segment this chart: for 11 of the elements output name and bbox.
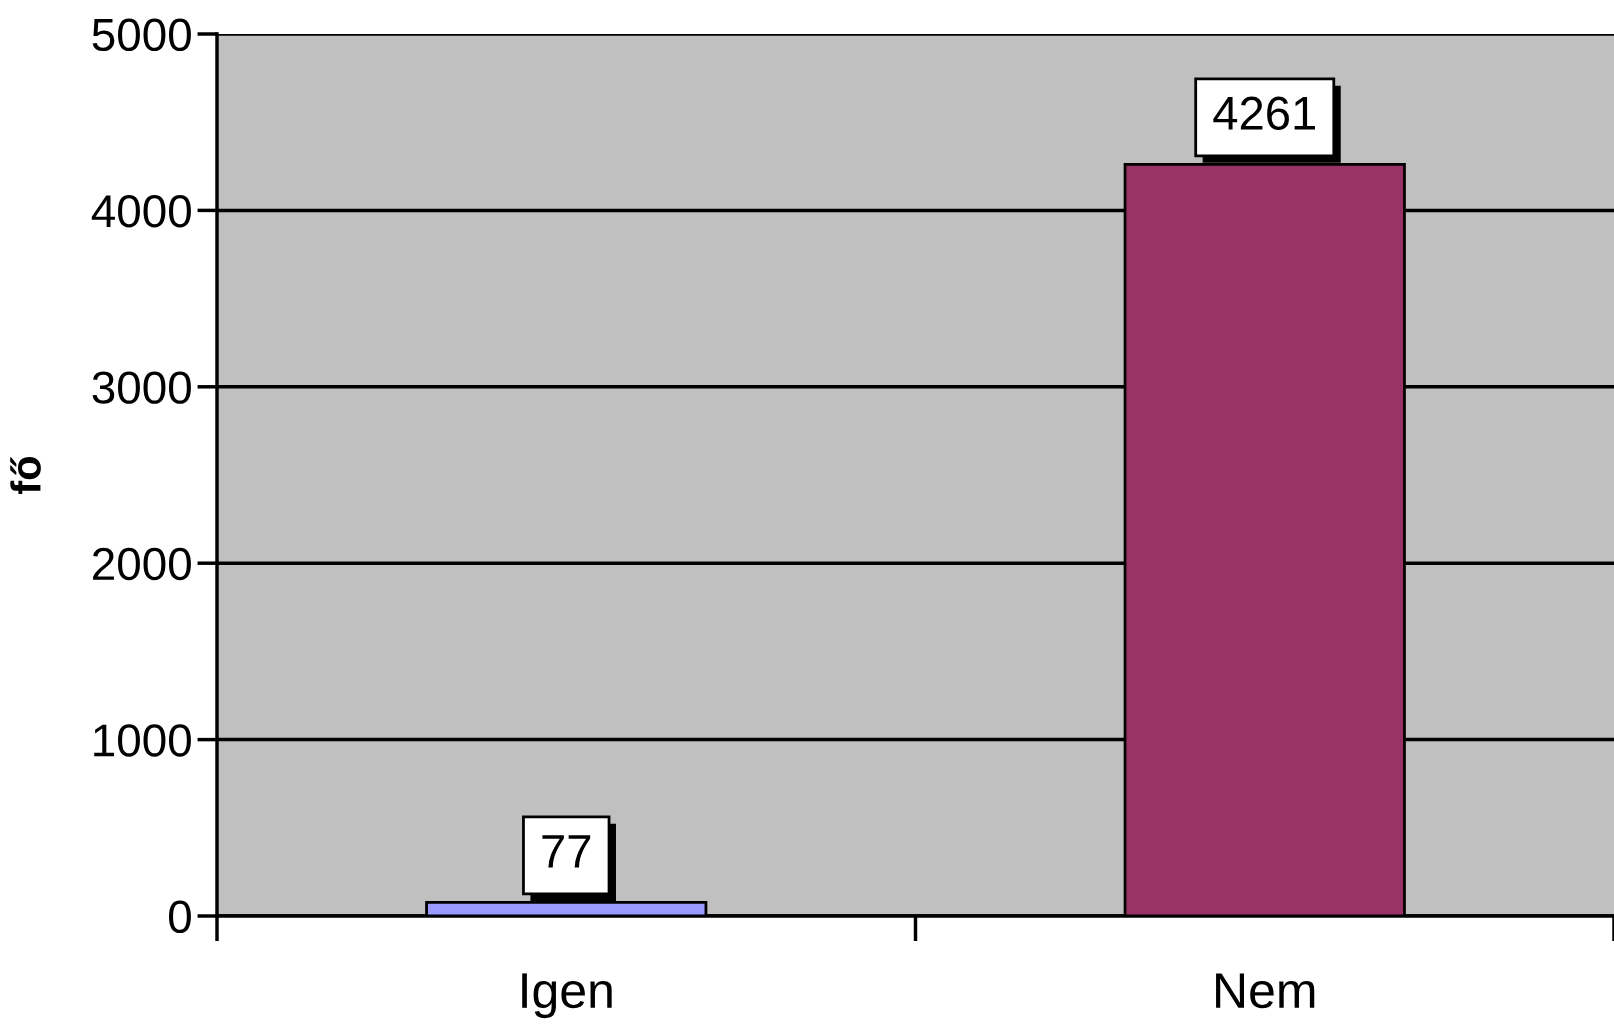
y-tick-label: 5000: [92, 18, 191, 52]
y-tick-label: 3000: [92, 371, 191, 404]
x-tick-label: Nem: [1216, 973, 1315, 1009]
y-tick-label: 1000: [94, 724, 191, 757]
y-tick-label: 4000: [91, 195, 191, 228]
x-tick-label: Igen: [522, 973, 612, 1019]
y-tick-label: 0: [169, 900, 191, 934]
y-axis-title: fő: [10, 456, 41, 494]
y-tick-label: 2000: [93, 547, 191, 581]
data-label: 77: [542, 835, 591, 868]
data-label: 4261: [1213, 96, 1315, 131]
